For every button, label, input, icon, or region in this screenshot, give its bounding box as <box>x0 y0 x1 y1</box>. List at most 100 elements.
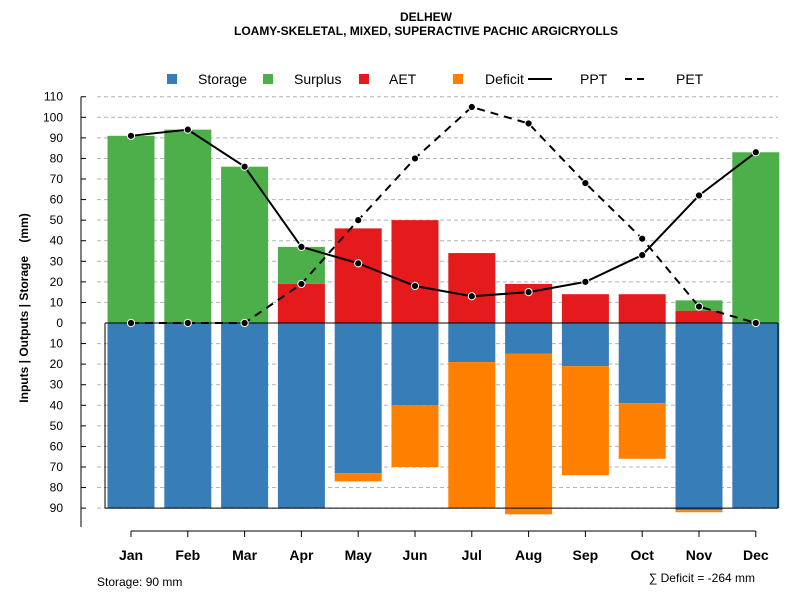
deficit-bar <box>618 403 666 459</box>
legend-swatch <box>263 74 273 84</box>
legend-label: Surplus <box>294 71 341 87</box>
x-tick-label: Oct <box>631 547 655 563</box>
deficit-bar <box>334 473 382 482</box>
y-tick-label: 80 <box>50 481 64 495</box>
x-tick-label: Jan <box>119 547 143 563</box>
ppt-point <box>524 288 533 297</box>
ppt-point <box>638 251 647 260</box>
deficit-bar <box>675 510 723 513</box>
legend-label: Deficit <box>485 71 524 87</box>
deficit-note: ∑ Deficit = -264 mm <box>649 571 755 585</box>
ppt-point <box>751 148 760 157</box>
aet-bar <box>618 294 666 323</box>
storage-bar <box>334 323 382 474</box>
y-tick-label: 30 <box>50 254 64 268</box>
y-tick-label: 60 <box>50 439 64 453</box>
ppt-point <box>694 191 704 200</box>
storage-bar <box>675 323 723 511</box>
storage-note: Storage: 90 mm <box>97 575 182 589</box>
x-tick-label: Apr <box>289 547 314 563</box>
y-tick-label: 20 <box>50 357 64 371</box>
pet-point <box>410 154 420 163</box>
legend-swatch <box>359 74 369 84</box>
legend-label: PPT <box>580 71 608 87</box>
y-tick-label: 30 <box>50 378 64 392</box>
storage-bar <box>448 323 496 363</box>
legend-label: AET <box>389 71 417 87</box>
storage-bar <box>221 323 269 509</box>
storage-bar <box>164 323 212 509</box>
legend-swatch <box>453 74 463 84</box>
ppt-point <box>410 281 420 291</box>
storage-bar <box>277 323 325 509</box>
aet-bar <box>277 283 325 323</box>
y-tick-label: 90 <box>50 131 64 145</box>
ppt-point <box>126 131 136 140</box>
x-tick-label: Aug <box>515 547 542 563</box>
pet-line <box>131 105 757 324</box>
storage-bar <box>618 323 666 404</box>
y-tick-label: 60 <box>50 193 64 207</box>
pet-point <box>126 318 136 328</box>
chart-subtitle: LOAMY-SKELETAL, MIXED, SUPERACTIVE PACHI… <box>234 24 618 38</box>
x-tick-label: Jun <box>403 547 428 563</box>
legend-swatch <box>167 74 177 84</box>
pet-point <box>581 179 590 188</box>
storage-bar <box>107 323 155 509</box>
storage-bar <box>391 323 439 406</box>
aet-bar <box>391 220 439 323</box>
aet-bar <box>334 228 382 323</box>
pet-point <box>467 102 476 112</box>
storage-bar <box>561 323 609 367</box>
legend-label: PET <box>676 71 704 87</box>
ppt-point <box>183 125 192 134</box>
bars <box>107 129 780 515</box>
deficit-bar <box>561 366 609 476</box>
x-tick-label: Mar <box>232 547 257 563</box>
chart-title: DELHEW <box>400 10 453 24</box>
y-tick-label: 20 <box>50 275 64 289</box>
surplus-bar <box>732 152 780 323</box>
x-tick-label: Jul <box>462 547 482 563</box>
ppt-point <box>354 259 363 268</box>
y-axis-label: Inputs | Outputs | Storage (mm) <box>17 213 31 402</box>
pet-point <box>297 279 306 289</box>
ppt-line <box>130 128 757 298</box>
pet-point <box>354 216 363 225</box>
aet-bar <box>561 294 609 323</box>
deficit-bar <box>448 362 496 509</box>
y-tick-label: 50 <box>50 213 64 227</box>
y-tick-label: 90 <box>50 501 64 515</box>
chart-legend: Storage Surplus AET Deficit PPT PET <box>167 71 704 87</box>
x-tick-label: May <box>345 547 372 563</box>
x-axis: Jan Feb Mar Apr May Jun Jul Aug Sep Oct Nov Dec <box>119 530 769 563</box>
y-tick-label: 100 <box>43 110 63 124</box>
deficit-bar <box>505 353 553 515</box>
x-tick-label: Sep <box>573 547 599 563</box>
x-tick-label: Dec <box>743 547 769 563</box>
pet-point <box>638 234 647 243</box>
ppt-point <box>467 292 476 301</box>
ppt-point <box>240 162 249 171</box>
storage-bar <box>732 323 780 509</box>
pet-point <box>183 318 192 328</box>
pet-point <box>240 318 249 328</box>
ppt-point <box>297 242 306 251</box>
y-axis: 1101009080706050403020100102030405060708… <box>43 90 86 527</box>
x-tick-label: Feb <box>175 547 200 563</box>
y-tick-label: 0 <box>56 316 63 330</box>
y-tick-label: 40 <box>50 398 64 412</box>
surplus-bar <box>277 246 325 284</box>
surplus-bar <box>221 166 269 323</box>
storage-bar <box>505 323 553 354</box>
aet-bar <box>675 310 723 323</box>
pet-point <box>524 119 533 128</box>
pet-point <box>751 318 760 328</box>
x-tick-label: Nov <box>686 547 713 563</box>
y-tick-label: 50 <box>50 419 64 433</box>
y-tick-label: 10 <box>50 295 64 309</box>
surplus-bar <box>164 129 212 323</box>
y-tick-label: 70 <box>50 460 64 474</box>
y-tick-label: 110 <box>44 90 63 104</box>
